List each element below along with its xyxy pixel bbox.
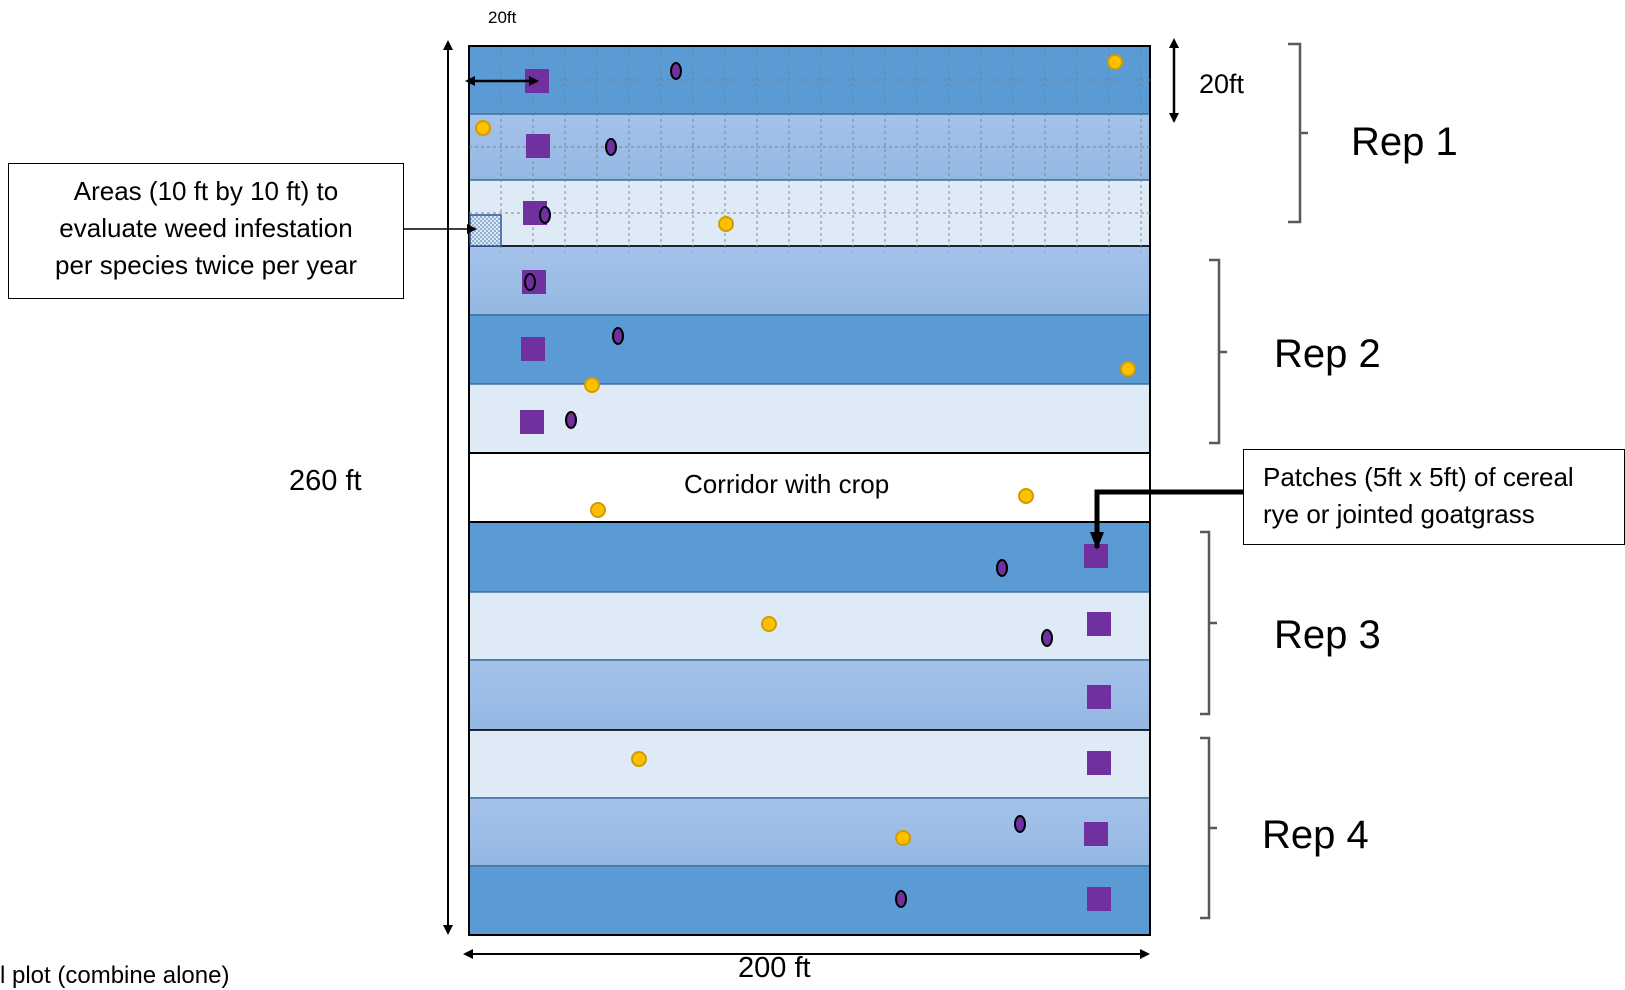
rep1-strip-2 <box>468 113 1151 181</box>
rep3-strip-2 <box>468 591 1151 661</box>
patch-square-marker <box>1087 685 1111 709</box>
patch-square-marker <box>1087 887 1111 911</box>
rep3-label: Rep 3 <box>1274 613 1381 657</box>
rep1-strip-1 <box>468 45 1151 115</box>
circle-marker <box>590 502 606 518</box>
ellipse-marker <box>1041 629 1053 647</box>
total-width-label: 200 ft <box>738 952 811 984</box>
ellipse-marker <box>670 62 682 80</box>
circle-marker <box>584 377 600 393</box>
callout-line: per species twice per year <box>54 250 358 280</box>
circle-marker <box>761 616 777 632</box>
rep1-label: Rep 1 <box>1351 120 1458 164</box>
patches-callout: Patches (5ft x 5ft) of cereal rye or joi… <box>1243 449 1625 545</box>
patches-callout-connector <box>1090 489 1243 550</box>
patch-square-marker <box>1087 751 1111 775</box>
plot-strips <box>468 45 1151 936</box>
ellipse-marker <box>605 138 617 156</box>
callout-line: Patches (5ft x 5ft) of cereal <box>1263 462 1574 492</box>
corridor-strip <box>468 452 1151 523</box>
patch-square-marker <box>520 410 544 434</box>
evaluation-areas-callout: Areas (10 ft by 10 ft) to evaluate weed … <box>8 163 404 299</box>
corridor-label: Corridor with crop <box>684 469 890 499</box>
rep2-strip-3 <box>468 383 1151 454</box>
ellipse-marker <box>996 559 1008 577</box>
ellipse-marker <box>1014 815 1026 833</box>
circle-marker <box>718 216 734 232</box>
patch-square-marker <box>526 134 550 158</box>
rep4-bracket <box>1200 736 1217 920</box>
rep1-bracket <box>1288 42 1308 224</box>
rep2-strip-2 <box>468 314 1151 385</box>
circle-marker <box>1120 361 1136 377</box>
circle-marker <box>1107 54 1123 70</box>
footer-partial-text: l plot (combine alone) <box>0 962 230 989</box>
patch-square-marker <box>521 337 545 361</box>
ellipse-marker <box>565 411 577 429</box>
markers <box>475 54 1136 911</box>
rep2-label: Rep 2 <box>1274 332 1381 376</box>
evaluation-area-square <box>469 214 502 247</box>
circle-marker <box>895 830 911 846</box>
circle-marker <box>1018 488 1034 504</box>
ellipse-marker <box>612 327 624 345</box>
callout-line: Areas (10 ft by 10 ft) to <box>73 176 339 206</box>
rep4-strip-2 <box>468 797 1151 867</box>
rep2-bracket <box>1209 258 1227 445</box>
rep2-strip-1 <box>468 245 1151 316</box>
ellipse-marker <box>524 273 536 291</box>
ellipse-marker <box>539 206 551 224</box>
callout-line: rye or jointed goatgrass <box>1263 499 1535 529</box>
rep1-strip-3 <box>468 179 1151 247</box>
circle-marker <box>475 120 491 136</box>
callout-line: evaluate weed infestation <box>59 213 353 243</box>
rep3-strip-1 <box>468 521 1151 593</box>
rep4-strip-1 <box>468 729 1151 799</box>
row-height-20ft-label: 20ft <box>1199 69 1245 99</box>
circle-marker <box>631 751 647 767</box>
rep3-bracket <box>1200 530 1217 716</box>
rep3-strip-3 <box>468 659 1151 731</box>
rep4-label: Rep 4 <box>1262 813 1369 857</box>
rep4-strip-3 <box>468 865 1151 936</box>
patch-square-marker <box>1084 822 1108 846</box>
total-length-label: 260 ft <box>289 465 362 497</box>
small-20ft-label: 20ft <box>488 8 517 27</box>
patch-square-marker <box>1087 612 1111 636</box>
ellipse-marker <box>895 890 907 908</box>
